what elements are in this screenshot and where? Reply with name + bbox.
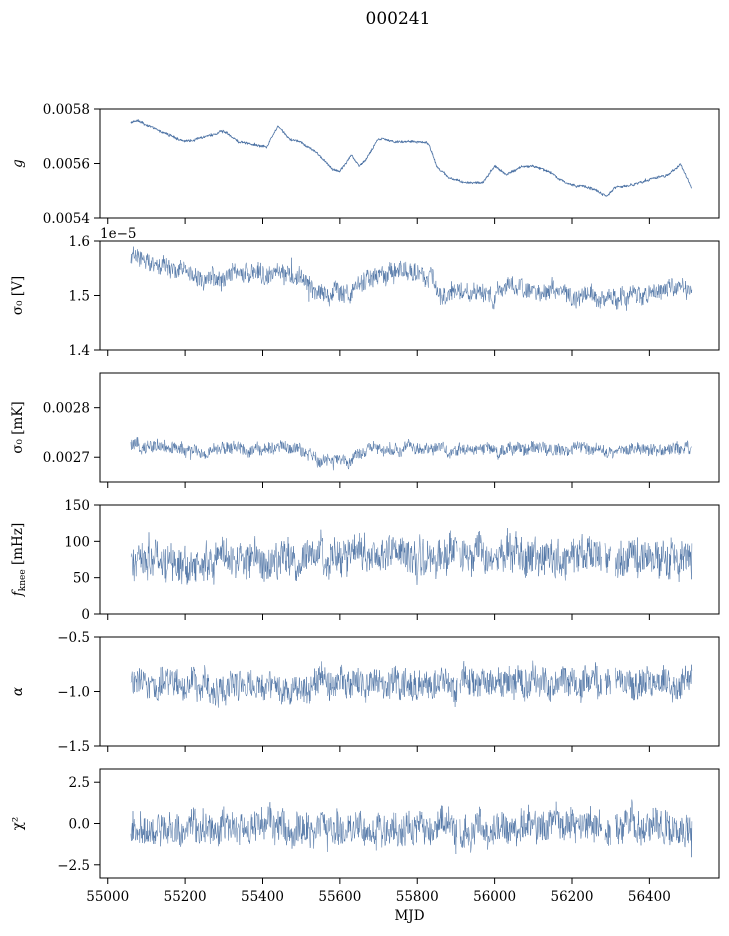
subplot-1: 0.0054 0.0056 0.0058 g [10,102,720,227]
series-segment [615,799,693,858]
series-segment [459,527,603,581]
axes-frame [99,240,720,351]
y-tick-label: 2.5 [69,775,90,791]
y-tick-label: 1.6 [69,234,90,250]
axes-frame [99,108,720,219]
series-line [130,246,693,311]
series-segment [604,543,611,574]
y-tick-label: 1.4 [69,343,90,359]
subplot-4: 0 50 100 150 fknee [mHz] [10,498,720,623]
y-tick-label: −0.5 [57,630,90,646]
y-offset-label: 1e−5 [100,226,136,242]
subplot-grid: 0.0054 0.0056 0.0058 g 1.4 1.5 1.6 1e−5 σ₀ [V] 0.… [10,102,720,924]
y-tick-label: 0 [81,607,90,623]
y-tick-label: −2.5 [57,858,90,874]
x-tick-label: 56200 [551,889,594,905]
series-segment [615,664,693,703]
series-line [130,799,693,858]
x-tick-label: 55400 [241,889,284,905]
subplot-3: 0.0027 0.0028 σ₀ [mK] [10,372,720,488]
figure-title: 000241 [366,9,431,29]
x-tick-label: 55600 [318,889,361,905]
y-tick-label: −1.0 [57,685,90,701]
series-segment [604,668,611,696]
y-tick-label: 0.0028 [43,401,90,417]
y-axis-label: σ₀ [V] [10,276,26,315]
y-tick-label: 0.0058 [43,102,90,118]
x-tick-label: 56400 [628,889,671,905]
y-tick-label: 0.0027 [43,450,90,466]
y-tick-label: 0.0056 [43,157,90,173]
subplot-2: 1.4 1.5 1.6 1e−5 σ₀ [V] [10,226,720,359]
y-axis-label: g [10,159,26,168]
x-tick-label: 55800 [396,889,439,905]
axes-frame [99,372,720,483]
series-segment [459,660,603,704]
y-tick-label: 50 [73,571,90,587]
series-line [130,527,693,586]
y-tick-label: −1.5 [57,739,90,755]
series-segment [130,119,693,197]
series-segment [130,436,693,471]
series-segment [130,801,458,855]
y-tick-label: 0.0054 [43,211,90,227]
series-segment [130,246,693,311]
series-segment [604,819,611,846]
x-tick-label: 55200 [164,889,207,905]
series-segment [459,801,603,853]
series-line [130,436,693,471]
series-line [130,119,693,197]
y-tick-label: 0.0 [69,817,90,833]
y-tick-label: 1.5 [69,289,90,305]
series-segment [130,661,458,708]
y-tick-label: 150 [64,498,90,514]
x-tick-label: 55000 [86,889,129,905]
series-line [130,660,693,708]
y-axis-label: σ₀ [mK] [10,401,26,453]
x-axis-label: MJD [394,908,424,924]
y-tick-label: 100 [64,534,90,550]
axes-frame [99,504,720,615]
y-axis-label: α [10,687,26,696]
series-segment [615,537,693,583]
series-segment [130,529,458,586]
x-tick-label: 56000 [473,889,516,905]
y-axis-label: χ² [10,817,26,831]
subplot-5: −1.5 −1.0 −0.5 α [10,630,720,755]
y-axis-label: fknee [mHz] [10,523,28,597]
subplot-6: −2.5 0.0 2.5 55000 55200 55400 55600 55800 56000… [10,768,720,924]
